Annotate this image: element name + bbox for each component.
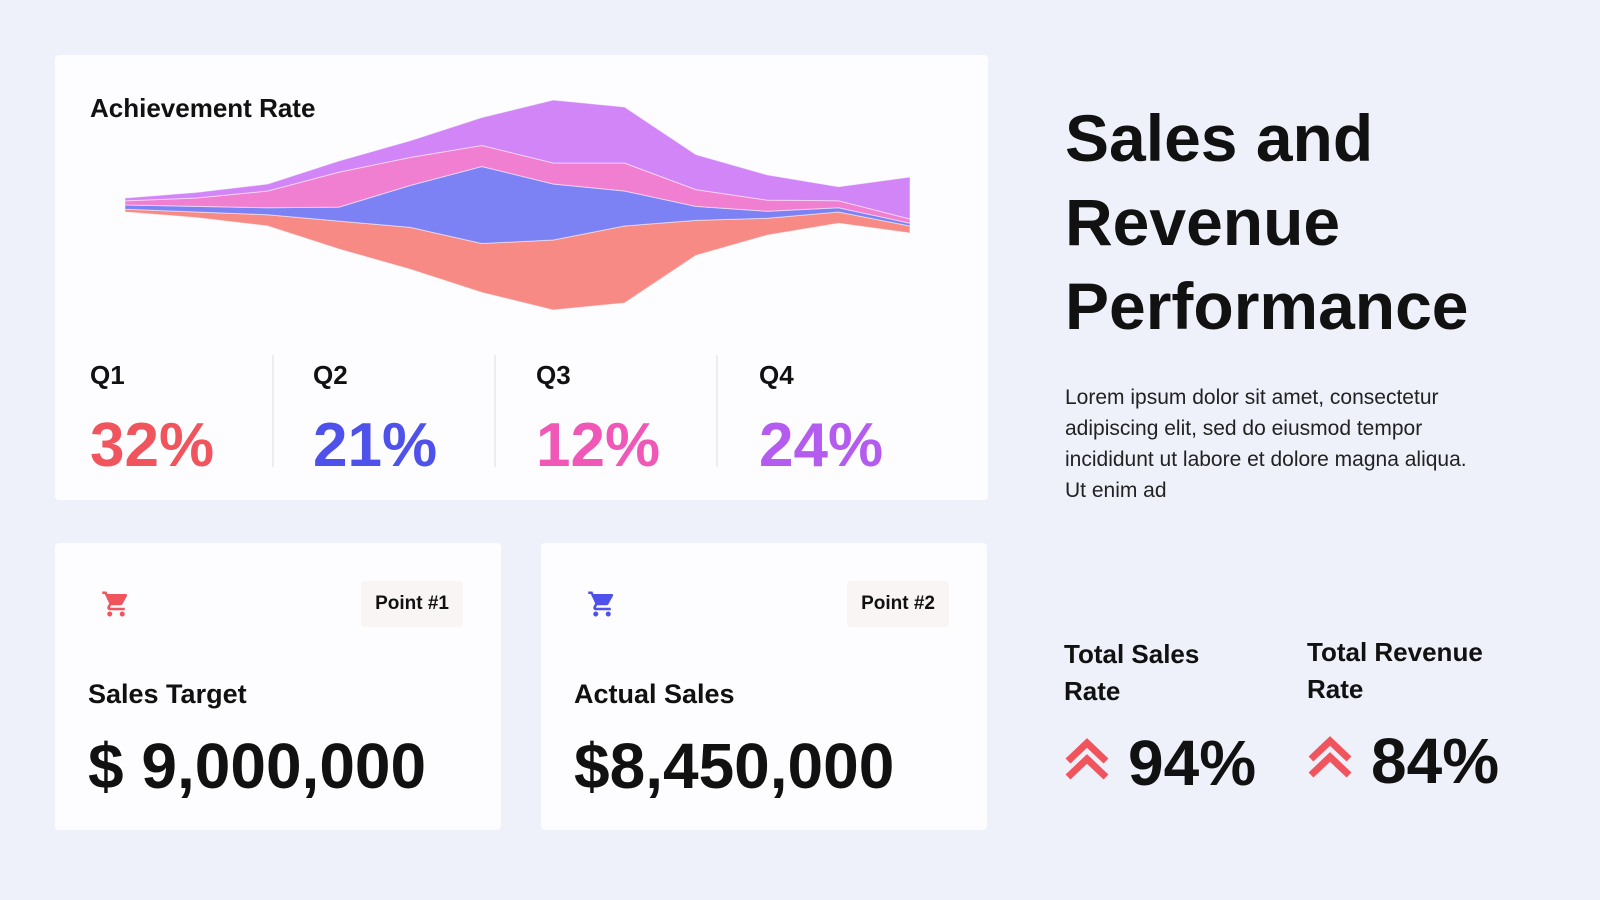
card-label: Sales Target xyxy=(88,679,247,709)
rate-label: Total Revenue Rate xyxy=(1307,637,1483,704)
quarter-label: Q2 xyxy=(313,360,348,390)
up-icon xyxy=(1308,736,1352,778)
card-value: $ 9,000,000 xyxy=(88,730,427,802)
page-title: Sales and Revenue Performance xyxy=(1065,101,1469,343)
badge: Point #1 xyxy=(361,581,463,627)
rate-value: 94% xyxy=(1128,727,1257,799)
kpi-card: Point #2 Actual Sales $8,450,000 xyxy=(541,543,987,830)
chart xyxy=(124,99,911,311)
icon xyxy=(1064,737,1110,788)
body-text: Lorem ipsum dolor sit amet, consectetur … xyxy=(1065,386,1467,502)
rate-label: Total Sales Rate xyxy=(1064,639,1200,706)
stream-layer xyxy=(124,99,911,220)
icon xyxy=(1307,735,1353,786)
chart-title: Achievement Rate xyxy=(90,93,316,123)
divider xyxy=(716,355,718,467)
quarter-label: Q3 xyxy=(536,360,571,390)
quarter-value: 32% xyxy=(90,411,215,480)
icon xyxy=(101,589,131,624)
quarter-label: Q1 xyxy=(90,360,125,390)
quarter-value: 21% xyxy=(313,411,438,480)
up-icon xyxy=(1065,738,1109,780)
divider xyxy=(272,355,274,467)
icon xyxy=(587,589,617,624)
badge: Point #2 xyxy=(847,581,949,627)
card-label: Actual Sales xyxy=(574,679,735,709)
quarter-value: 24% xyxy=(759,411,884,480)
cart-icon xyxy=(588,591,614,617)
cart-icon xyxy=(102,591,128,617)
divider xyxy=(494,355,496,467)
quarter-value: 12% xyxy=(536,411,661,480)
chart-card: Achievement Rate xyxy=(55,55,988,500)
rate-value: 84% xyxy=(1371,725,1500,797)
quarter-label: Q4 xyxy=(759,360,794,390)
card-value: $8,450,000 xyxy=(574,730,895,802)
kpi-card: Point #1 Sales Target $ 9,000,000 xyxy=(55,543,501,830)
